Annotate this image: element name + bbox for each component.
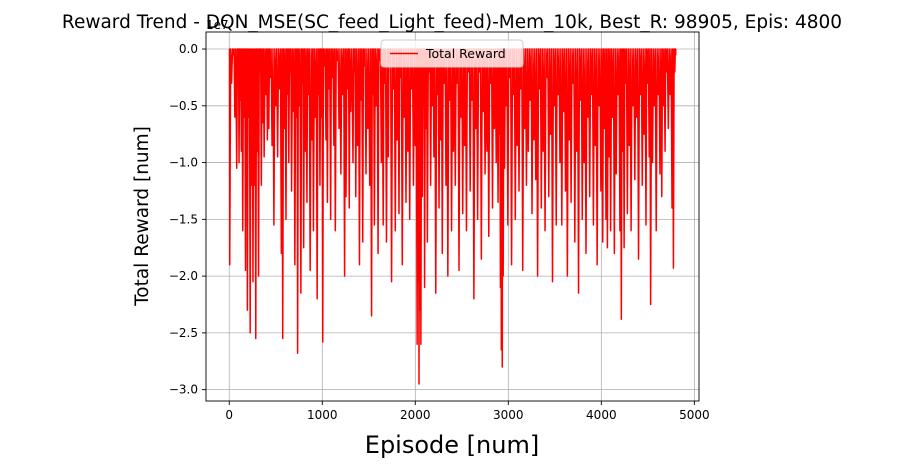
legend-label: Total Reward [425,46,506,61]
y-tick-label: −2.5 [169,326,198,340]
y-tick-label: −1.5 [169,212,198,226]
y-tick-label: −2.0 [169,269,198,283]
legend-box [380,39,524,68]
x-tick-label: 5000 [679,408,710,422]
x-tick-label: 1000 [307,408,338,422]
x-axis: 0 1000 2000 3000 4000 5000 [225,401,710,422]
y-tick-label: 0.0 [179,42,198,56]
y-axis-label: Total Reward [num] [132,126,153,307]
chart-title: Reward Trend - DQN_MSE(SC_feed_Light_fee… [62,12,842,33]
series-layer [228,48,677,385]
y-offset-label: 1e7 [206,18,229,32]
x-tick-label: 2000 [400,408,431,422]
x-axis-label: Episode [num] [365,431,539,459]
y-tick-label: −1.0 [169,156,198,170]
x-tick-label: 3000 [493,408,524,422]
y-axis: 0.0 −0.5 −1.0 −1.5 −2.0 −2.5 −3.0 [169,42,206,397]
y-tick-label: −3.0 [169,383,198,397]
plot-frame [205,31,700,402]
legend: Total Reward [380,39,524,68]
x-tick-label: 0 [225,408,233,422]
series-line-total-reward [228,48,677,385]
x-tick-label: 4000 [586,408,617,422]
y-tick-label: −0.5 [169,99,198,113]
